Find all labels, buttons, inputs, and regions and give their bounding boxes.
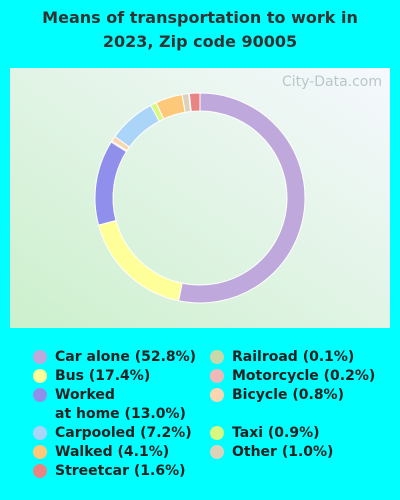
legend-swatch — [210, 369, 224, 383]
watermark: City-Data.com — [282, 74, 382, 90]
donut-segment — [188, 92, 201, 112]
legend-label: Taxi (0.9%) — [232, 425, 320, 441]
chart-title: Means of transportation to work in 2023, … — [42, 8, 358, 51]
legend-label: Walked (4.1%) — [55, 444, 169, 460]
legend-swatch — [210, 388, 224, 402]
legend-swatch — [33, 464, 47, 478]
legend-label: Railroad (0.1%) — [232, 349, 354, 365]
legend-swatch — [33, 350, 47, 364]
legend-label: Bus (17.4%) — [55, 368, 150, 384]
legend-label: Bicycle (0.8%) — [232, 387, 344, 403]
legend-swatch — [33, 445, 47, 459]
legend-swatch — [33, 388, 47, 402]
legend-swatch — [210, 445, 224, 459]
legend-label: Car alone (52.8%) — [55, 349, 196, 365]
legend-swatch — [210, 350, 224, 364]
legend-label: Other (1.0%) — [232, 444, 333, 460]
legend-swatch — [33, 426, 47, 440]
legend-swatch — [210, 426, 224, 440]
legend-label: Streetcar (1.6%) — [55, 463, 186, 479]
legend-label: Worked at home (13.0%) — [55, 387, 186, 422]
legend-swatch — [33, 369, 47, 383]
legend-label: Carpooled (7.2%) — [55, 425, 192, 441]
legend-label: Motorcycle (0.2%) — [232, 368, 375, 384]
